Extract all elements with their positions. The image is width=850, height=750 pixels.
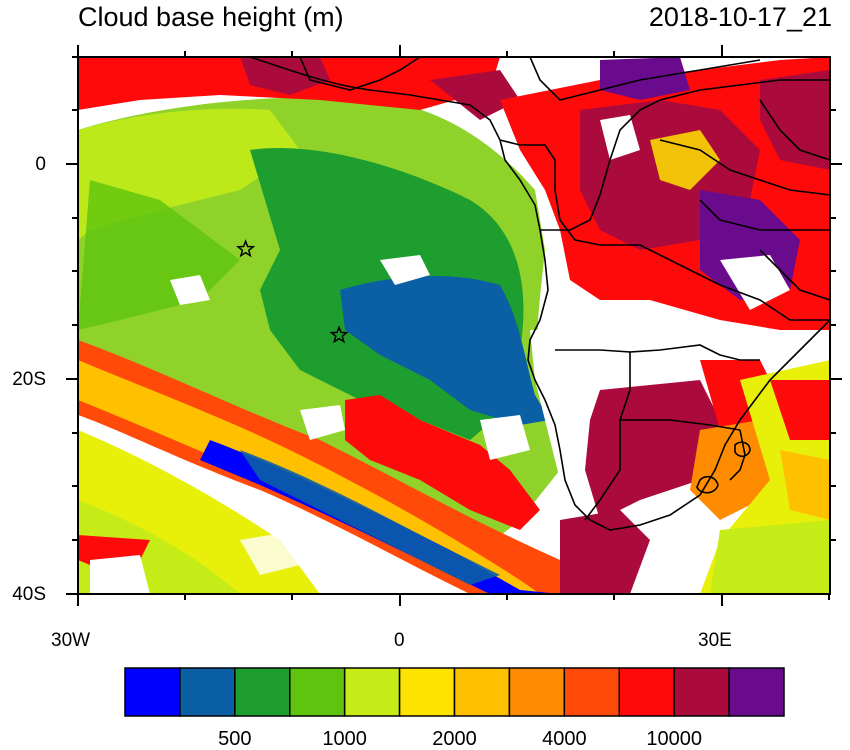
colorbar-swatch — [508, 667, 566, 717]
colorbar-swatch — [343, 667, 401, 717]
cloud-field — [78, 57, 830, 594]
y-tick-label: 20S — [12, 369, 46, 390]
colorbar-swatch — [453, 667, 511, 717]
x-tick-label: 0 — [394, 630, 405, 651]
coastline-borders — [249, 57, 830, 531]
colorbar-label: 500 — [218, 728, 252, 750]
colorbar-label: 1000 — [322, 728, 367, 750]
station-star-icon — [329, 325, 349, 344]
colorbar-swatch — [234, 667, 291, 717]
map-title: Cloud base height (m) — [78, 2, 344, 32]
colorbar-swatch — [289, 667, 346, 717]
colorbar-swatch — [124, 667, 181, 717]
axis-ticks — [66, 45, 842, 606]
x-tick-label: 30W — [51, 630, 91, 651]
colorbar — [124, 667, 785, 717]
colorbar-swatch — [673, 667, 730, 717]
colorbar-swatch — [618, 667, 675, 717]
y-tick-label: 0 — [35, 154, 46, 175]
station-star-icon — [235, 239, 256, 258]
station-markers — [235, 239, 349, 344]
colorbar-swatch — [398, 667, 456, 717]
y-tick-label: 40S — [12, 584, 46, 605]
colorbar-swatch — [728, 667, 785, 717]
colorbar-label: 4000 — [542, 728, 587, 750]
colorbar-label: 2000 — [432, 728, 477, 750]
colorbar-swatch — [563, 667, 621, 717]
colorbar-label: 10000 — [646, 728, 702, 750]
colorbar-swatch — [179, 667, 236, 717]
map-timestamp: 2018-10-17_21 — [648, 2, 832, 32]
x-tick-label: 30E — [698, 630, 732, 651]
